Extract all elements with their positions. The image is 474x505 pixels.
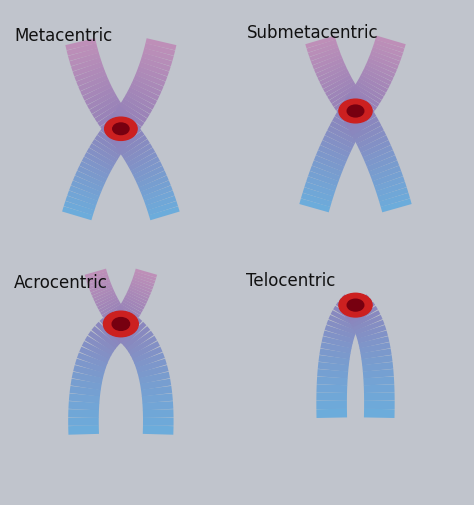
Text: Telocentric: Telocentric xyxy=(246,272,336,290)
Ellipse shape xyxy=(339,293,372,317)
Ellipse shape xyxy=(105,117,137,140)
Text: Acrocentric: Acrocentric xyxy=(14,274,108,292)
Ellipse shape xyxy=(113,123,129,134)
Ellipse shape xyxy=(347,105,364,117)
Text: Metacentric: Metacentric xyxy=(14,27,112,44)
Text: Submetacentric: Submetacentric xyxy=(246,25,378,42)
Ellipse shape xyxy=(103,311,138,337)
Ellipse shape xyxy=(112,318,129,330)
Ellipse shape xyxy=(347,299,364,311)
Ellipse shape xyxy=(339,99,372,123)
